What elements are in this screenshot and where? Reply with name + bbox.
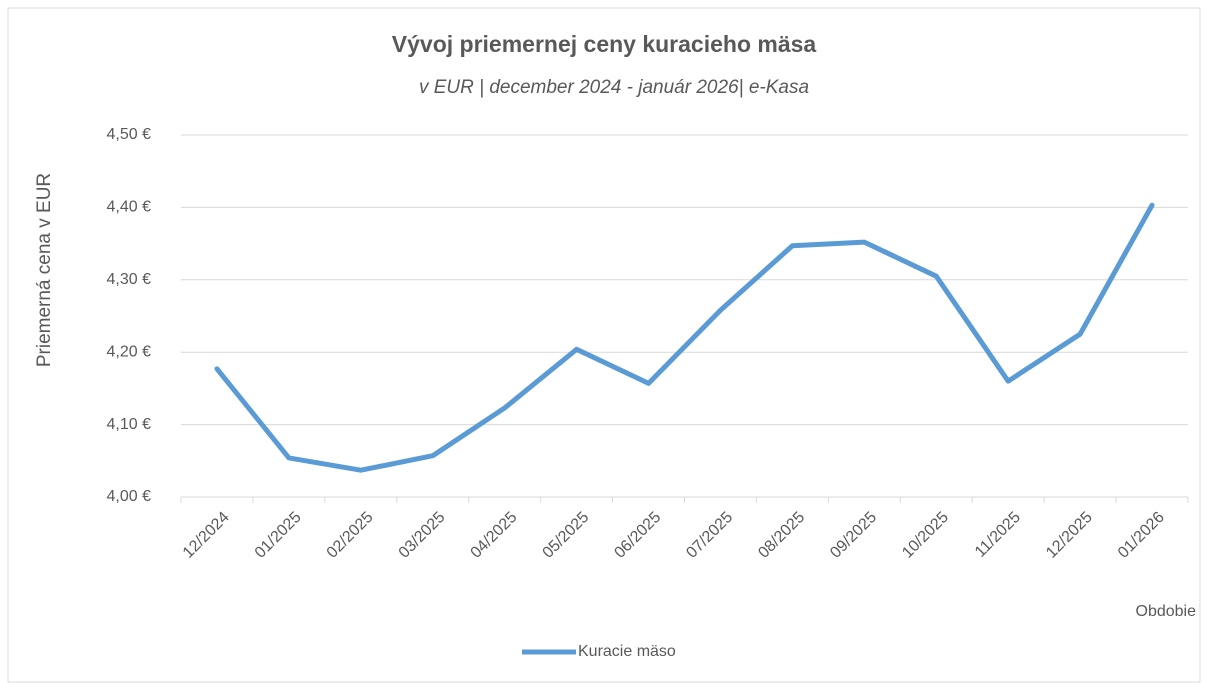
y-tick-label: 4,50 € xyxy=(107,126,152,143)
chart-frame xyxy=(7,7,1201,683)
y-axis-title: Priemerná cena v EUR xyxy=(34,173,55,367)
line-series xyxy=(214,202,1155,473)
y-tick-label: 4,20 € xyxy=(107,343,152,360)
x-axis-title: Obdobie xyxy=(1136,603,1197,620)
legend-label: Kuracie mäso xyxy=(578,643,676,660)
y-tick-label: 4,10 € xyxy=(107,416,152,433)
y-tick-label: 4,40 € xyxy=(107,199,152,216)
y-tick-label: 4,00 € xyxy=(107,488,152,505)
chart-title: Vývoj priemernej ceny kuracieho mäsa xyxy=(392,31,817,57)
chart-subtitle: v EUR | december 2024 - január 2026| e-K… xyxy=(419,77,809,98)
y-tick-label: 4,30 € xyxy=(107,271,152,288)
